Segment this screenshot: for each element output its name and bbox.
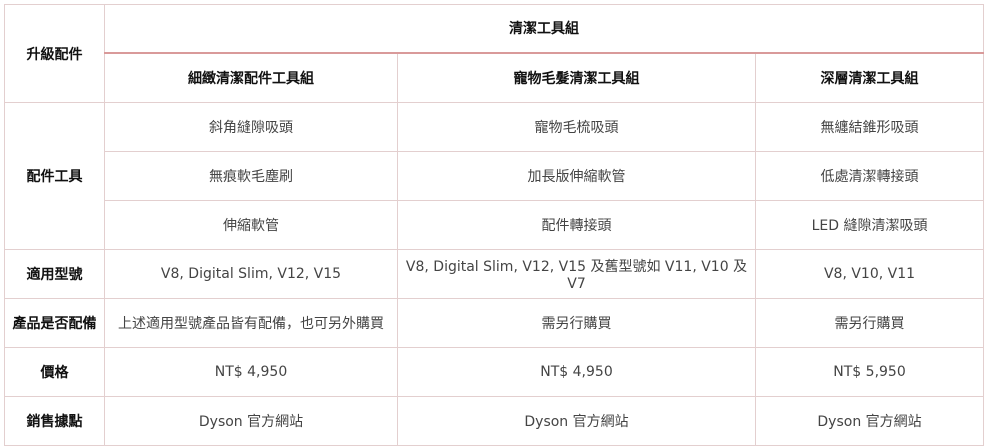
column-header: 深層清潔工具組	[754, 52, 985, 103]
cell: Dyson 官方網站	[104, 396, 398, 446]
column-header-row: 細緻清潔配件工具組 寵物毛髮清潔工具組 深層清潔工具組	[5, 52, 985, 103]
cell: 需另行購買	[754, 298, 985, 348]
cell: Dyson 官方網站	[397, 396, 756, 446]
cell: Dyson 官方網站	[754, 396, 985, 446]
row-header: 產品是否配備	[4, 298, 105, 348]
column-header: 寵物毛髮清潔工具組	[397, 52, 756, 103]
tool-row: 伸縮軟管 配件轉接頭 LED 縫隙清潔吸頭	[5, 200, 985, 250]
row-header: 適用型號	[4, 249, 105, 299]
cell: 需另行購買	[397, 298, 756, 348]
cell: 伸縮軟管	[104, 200, 398, 250]
cell: NT$ 4,950	[104, 347, 398, 397]
row-header: 價格	[4, 347, 105, 397]
group-header: 清潔工具組	[103, 4, 985, 54]
data-row: 適用型號 V8, Digital Slim, V12, V15 V8, Digita…	[4, 249, 985, 299]
cell: V8, V10, V11	[754, 249, 985, 299]
cell: 無痕軟毛塵刷	[104, 151, 398, 201]
cell: 寵物毛梳吸頭	[397, 102, 756, 152]
header-row: 升級配件 清潔工具組	[4, 4, 985, 103]
cell: LED 縫隙清潔吸頭	[754, 200, 985, 250]
cell: 配件轉接頭	[397, 200, 756, 250]
column-header: 細緻清潔配件工具組	[104, 52, 398, 103]
cell: V8, Digital Slim, V12, V15	[104, 249, 398, 299]
cell: 上述適用型號產品皆有配備，也可另外購買	[104, 298, 398, 348]
cell: NT$ 4,950	[397, 347, 756, 397]
data-row: 產品是否配備 上述適用型號產品皆有配備，也可另外購買 需另行購買 需另行購買	[4, 298, 985, 348]
cell: 加長版伸縮軟管	[397, 151, 756, 201]
cell: 低處清潔轉接頭	[754, 151, 985, 201]
cell: NT$ 5,950	[754, 347, 985, 397]
comparison-table: 升級配件 清潔工具組 細緻清潔配件工具組 寵物毛髮清潔工具組 深層清潔工具組 配…	[4, 4, 985, 446]
tool-row: 無痕軟毛塵刷 加長版伸縮軟管 低處清潔轉接頭	[5, 151, 985, 201]
tool-row: 配件工具 斜角縫隙吸頭 寵物毛梳吸頭 無纏結錐形吸頭	[4, 102, 985, 250]
cell: 無纏結錐形吸頭	[754, 102, 985, 152]
data-row: 銷售據點 Dyson 官方網站 Dyson 官方網站 Dyson 官方網站	[4, 396, 985, 446]
cell: 斜角縫隙吸頭	[104, 102, 398, 152]
row-header: 配件工具	[4, 102, 105, 250]
table-body: 升級配件 清潔工具組 細緻清潔配件工具組 寵物毛髮清潔工具組 深層清潔工具組 配…	[4, 4, 985, 446]
cell: V8, Digital Slim, V12, V15 及舊型號如 V11, V1…	[397, 249, 756, 299]
row-header: 銷售據點	[4, 396, 105, 446]
data-row: 價格 NT$ 4,950 NT$ 4,950 NT$ 5,950	[4, 347, 985, 397]
corner-header: 升級配件	[4, 4, 105, 103]
